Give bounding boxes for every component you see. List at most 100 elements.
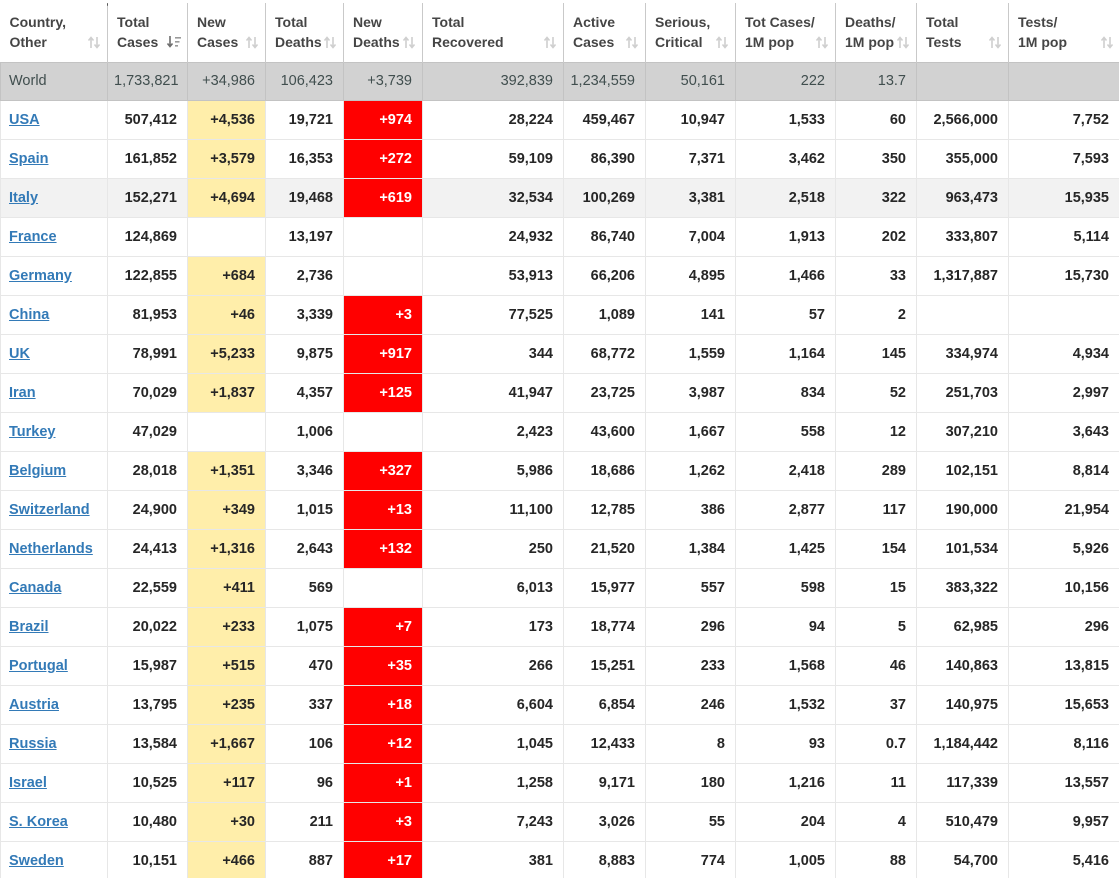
sort-updown-icon[interactable] xyxy=(322,35,338,50)
cell-new-cases: +233 xyxy=(187,606,266,647)
country-link[interactable]: Canada xyxy=(9,579,62,596)
country-link[interactable]: Belgium xyxy=(9,462,67,479)
col-header-country[interactable]: Country, Other xyxy=(0,3,108,63)
sort-updown-icon[interactable] xyxy=(1099,35,1115,50)
col-header-total-tests[interactable]: Total Tests xyxy=(916,3,1009,63)
cell-active-cases: 3,026 xyxy=(563,801,646,842)
col-header-line2: 1M pop xyxy=(845,34,894,51)
country-link[interactable]: Israel xyxy=(9,774,47,791)
col-header-line1: New xyxy=(353,14,382,30)
col-header-line2: Cases xyxy=(197,34,239,51)
cell-active-cases: 18,686 xyxy=(563,450,646,491)
col-header-tot-cases-1m[interactable]: Tot Cases/1M pop xyxy=(735,3,836,63)
col-header-active-cases[interactable]: Active Cases xyxy=(563,3,646,63)
cell-active-cases: 459,467 xyxy=(563,99,646,140)
col-header-total-recovered[interactable]: Total Recovered xyxy=(422,3,564,63)
cell-total-cases: 81,953 xyxy=(107,294,188,335)
cell-new-cases: +466 xyxy=(187,840,266,878)
country-link[interactable]: Italy xyxy=(9,189,39,206)
cell-total-deaths: 211 xyxy=(265,801,344,842)
country-link[interactable]: Austria xyxy=(9,696,59,713)
col-header-new-cases[interactable]: New Cases xyxy=(187,3,266,63)
country-link[interactable]: Turkey xyxy=(9,423,56,440)
country-link[interactable]: S. Korea xyxy=(9,813,68,830)
country-link[interactable]: Sweden xyxy=(9,852,64,869)
cell-total-recovered: 11,100 xyxy=(422,489,564,530)
cell-total-cases: 70,029 xyxy=(107,372,188,413)
col-header-line1: Tests/ xyxy=(1018,14,1058,30)
country-link[interactable]: Germany xyxy=(9,267,72,284)
col-header-line1: New xyxy=(197,14,226,30)
country-link[interactable]: China xyxy=(9,306,50,323)
cell-country: S. Korea xyxy=(0,801,108,842)
col-header-tests-1m[interactable]: Tests/1M pop xyxy=(1008,3,1119,63)
cell-total-recovered: 32,534 xyxy=(422,177,564,218)
cell-active-cases: 100,269 xyxy=(563,177,646,218)
country-row: USA 507,412 +4,536 19,721 +974 28,224 459,467 1… xyxy=(0,99,1119,140)
sort-updown-icon[interactable] xyxy=(714,35,730,50)
col-header-new-deaths[interactable]: New Deaths xyxy=(343,3,423,63)
country-link[interactable]: Switzerland xyxy=(9,501,90,518)
country-link[interactable]: Portugal xyxy=(9,657,68,674)
cell-total-tests xyxy=(916,294,1009,335)
country-link[interactable]: USA xyxy=(9,111,40,128)
col-header-line2: Deaths xyxy=(353,34,400,51)
cell-new-deaths: +12 xyxy=(343,723,423,764)
cell-serious-critical: 7,371 xyxy=(645,138,736,179)
cell-tot-cases-1m: 1,466 xyxy=(735,255,836,296)
cell-total-recovered: 2,423 xyxy=(422,411,564,452)
cell-new-cases: +1,667 xyxy=(187,723,266,764)
cell-total-deaths: 569 xyxy=(265,567,344,608)
cell-serious-critical: 55 xyxy=(645,801,736,842)
sort-updown-icon[interactable] xyxy=(814,35,830,50)
cell-new-cases: +34,986 xyxy=(187,61,266,101)
cell-tot-cases-1m: 1,005 xyxy=(735,840,836,878)
cell-deaths-1m: 350 xyxy=(835,138,917,179)
country-link[interactable]: France xyxy=(9,228,57,245)
sort-updown-icon[interactable] xyxy=(244,35,260,50)
cell-new-cases: +235 xyxy=(187,684,266,725)
country-link[interactable]: Iran xyxy=(9,384,36,401)
cell-total-tests xyxy=(916,61,1009,101)
cell-deaths-1m: 12 xyxy=(835,411,917,452)
cell-total-deaths: 470 xyxy=(265,645,344,686)
cell-tests-1m: 15,653 xyxy=(1008,684,1119,725)
cell-new-cases xyxy=(187,216,266,257)
country-link[interactable]: UK xyxy=(9,345,30,362)
country-row: Iran 70,029 +1,837 4,357 +125 41,947 23,725 3,9… xyxy=(0,372,1119,413)
cell-total-cases: 10,525 xyxy=(107,762,188,803)
sort-updown-icon[interactable] xyxy=(401,35,417,50)
cell-tot-cases-1m: 1,533 xyxy=(735,99,836,140)
cell-total-recovered: 250 xyxy=(422,528,564,569)
cell-country: Austria xyxy=(0,684,108,725)
country-link[interactable]: Netherlands xyxy=(9,540,93,557)
country-link[interactable]: Russia xyxy=(9,735,57,752)
cell-tests-1m: 10,156 xyxy=(1008,567,1119,608)
sort-updown-icon[interactable] xyxy=(624,35,640,50)
cell-serious-critical: 296 xyxy=(645,606,736,647)
cell-deaths-1m: 0.7 xyxy=(835,723,917,764)
cell-tot-cases-1m: 2,877 xyxy=(735,489,836,530)
cell-total-recovered: 7,243 xyxy=(422,801,564,842)
col-header-deaths-1m[interactable]: Deaths/1M pop xyxy=(835,3,917,63)
cell-serious-critical: 233 xyxy=(645,645,736,686)
cell-total-tests: 383,322 xyxy=(916,567,1009,608)
cell-country: Belgium xyxy=(0,450,108,491)
sort-updown-icon[interactable] xyxy=(895,35,911,50)
cell-active-cases: 1,234,559 xyxy=(563,61,646,101)
col-header-total-cases[interactable]: Total Cases xyxy=(107,3,188,63)
sort-amount-desc-icon[interactable] xyxy=(166,35,182,50)
country-link[interactable]: Brazil xyxy=(9,618,49,635)
cell-new-cases: +349 xyxy=(187,489,266,530)
sort-updown-icon[interactable] xyxy=(987,35,1003,50)
sort-updown-icon[interactable] xyxy=(86,35,102,50)
cell-total-tests: 1,184,442 xyxy=(916,723,1009,764)
col-header-total-deaths[interactable]: Total Deaths xyxy=(265,3,344,63)
cell-tot-cases-1m: 94 xyxy=(735,606,836,647)
cell-tot-cases-1m: 222 xyxy=(735,61,836,101)
col-header-serious-critical[interactable]: Serious, Critical xyxy=(645,3,736,63)
sort-updown-icon[interactable] xyxy=(542,35,558,50)
cell-tests-1m: 13,557 xyxy=(1008,762,1119,803)
col-header-line1: Deaths/ xyxy=(845,14,896,30)
country-link[interactable]: Spain xyxy=(9,150,49,167)
